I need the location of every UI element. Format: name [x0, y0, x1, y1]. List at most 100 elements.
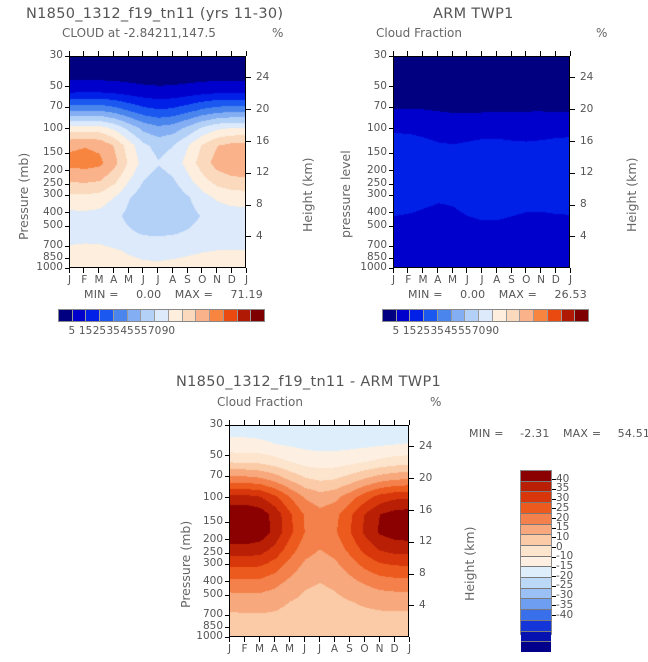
xtick-month: A: [110, 274, 118, 286]
ytick-pressure: 30: [49, 49, 63, 61]
colorbar-swatch: [521, 609, 551, 620]
xtick-month: A: [434, 274, 442, 286]
colorbar-tick-label: 15: [78, 325, 93, 337]
xtick-mark: [495, 268, 497, 273]
colorbar-tick-mark: [552, 527, 556, 529]
xtick-mark-top: [510, 51, 512, 56]
xtick-month: A: [330, 643, 339, 655]
colorbar-swatch: [112, 310, 127, 321]
xtick-mark-top: [348, 420, 350, 425]
ytick-mark: [409, 605, 414, 607]
ytick-mark: [225, 497, 230, 499]
ytick-pressure: 50: [209, 448, 223, 461]
xtick-month: M: [418, 274, 428, 286]
ytick-mark: [65, 170, 70, 172]
xtick-month: M: [285, 643, 295, 655]
colorbar-tick-mark: [552, 595, 556, 597]
xtick-month: N: [375, 643, 384, 655]
colorbar-swatch: [521, 512, 551, 524]
ytick-mark: [409, 510, 414, 511]
colorbar-swatch: [521, 491, 551, 503]
colorbar-tick-mark: [552, 518, 556, 520]
colorbar-swatch: [521, 641, 551, 652]
panel-diff-title: N1850_1312_f19_tn11 - ARM TWP1: [176, 374, 442, 390]
ytick-pressure: 200: [366, 163, 387, 176]
colorbar-tick-label: 30: [556, 492, 570, 505]
panel-diff: N1850_1312_f19_tn11 - ARM TWP1 Cloud Fra…: [162, 345, 648, 662]
ytick-pressure: 150: [366, 146, 387, 159]
ytick-height: 4: [580, 229, 587, 242]
ytick-mark: [225, 475, 230, 477]
xtick-month: O: [360, 643, 369, 655]
colorbar-swatch: [181, 310, 196, 321]
xtick-mark-top: [258, 420, 260, 425]
xtick-month: N: [213, 274, 221, 286]
xtick-month: D: [551, 274, 560, 286]
xtick-mark: [569, 268, 571, 273]
ytick-mark: [246, 141, 251, 142]
panel-obs: ARM TWP1 Cloud Fraction % pressure level…: [324, 0, 648, 345]
ytick-mark: [246, 204, 251, 206]
colorbar-swatch: [519, 310, 534, 321]
colorbar-tick-label: 55: [134, 325, 148, 337]
colorbar-swatch: [395, 310, 410, 321]
xtick-mark: [127, 268, 129, 273]
colorbar-swatch: [222, 310, 237, 321]
ytick-mark: [225, 552, 230, 554]
xtick-mark-top: [392, 51, 394, 56]
xtick-mark-top: [466, 51, 468, 56]
xtick-mark: [258, 637, 260, 642]
ytick-pressure: 850: [366, 251, 387, 264]
colorbar-swatch: [409, 310, 424, 321]
xtick-mark-top: [230, 51, 232, 56]
ytick-mark: [389, 257, 394, 259]
xtick-mark-top: [407, 51, 409, 56]
xtick-mark-top: [112, 51, 114, 56]
colorbar-tick-label: 0: [556, 540, 563, 553]
colorbar-tick-label: 35: [106, 325, 120, 337]
ytick-mark: [389, 225, 394, 227]
colorbar-swatch: [59, 310, 72, 321]
ytick-pressure: 250: [366, 177, 387, 190]
colorbar-tick-mark: [552, 566, 556, 568]
colorbar-model-labels: 5 15 25 35 45 55 70 90: [0, 0, 324, 345]
xtick-month: O: [198, 274, 207, 286]
ytick-mark: [389, 152, 394, 154]
xtick-mark-top: [408, 420, 410, 425]
xtick-mark-top: [436, 51, 438, 56]
xtick-mark: [481, 268, 482, 273]
panel-diff-max-value: 54.51: [617, 427, 648, 440]
xtick-month: M: [255, 643, 265, 655]
ytick-pressure: 100: [366, 121, 387, 134]
colorbar-tick-label: 10: [556, 530, 570, 543]
panel-diff-yticks-left: 30 50 70 100 150 200 250 300 400 500 700 850 1000: [162, 345, 648, 662]
colorbar-tick-label: 70: [147, 325, 162, 337]
colorbar-swatch: [167, 310, 182, 321]
colorbar-tick-label: -25: [556, 579, 574, 592]
xtick-mark-top: [495, 51, 497, 56]
xtick-month: F: [81, 274, 88, 286]
ytick-pressure: 1000: [360, 261, 387, 273]
xtick-month: M: [124, 274, 134, 286]
colorbar-swatch: [560, 310, 575, 321]
xtick-mark: [142, 268, 144, 273]
colorbar-swatch: [521, 630, 551, 642]
ytick-height: 8: [256, 198, 263, 211]
panel-diff-units: %: [430, 395, 442, 409]
ytick-mark: [409, 446, 414, 448]
ytick-pressure: 500: [42, 219, 63, 232]
ytick-mark: [389, 194, 394, 196]
ytick-mark: [225, 563, 230, 565]
colorbar-tick-label: 45: [444, 325, 458, 337]
xtick-mark: [228, 637, 230, 642]
ytick-mark: [65, 194, 70, 196]
colorbar-tick-label: 25: [556, 501, 570, 514]
xtick-mark-top: [378, 420, 380, 425]
xtick-mark-top: [243, 420, 245, 425]
ytick-height: 20: [419, 471, 433, 484]
xtick-mark: [318, 637, 320, 642]
ytick-mark: [65, 267, 70, 269]
panel-model-minmax: MIN = 0.00 MAX = 71.19: [84, 288, 263, 301]
